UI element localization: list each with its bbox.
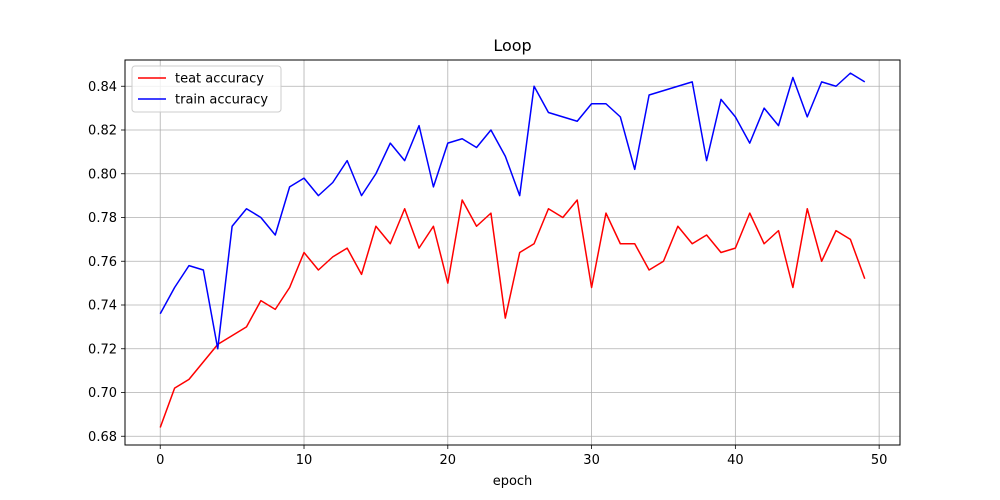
x-tick-label: 20 <box>440 453 457 468</box>
x-tick-label: 0 <box>156 453 164 468</box>
x-tick-label: 50 <box>871 453 888 468</box>
chart-title: Loop <box>493 36 531 55</box>
legend-label: teat accuracy <box>175 72 264 87</box>
y-tick-label: 0.78 <box>88 211 117 226</box>
x-tick-label: 30 <box>583 453 600 468</box>
x-tick-label: 40 <box>727 453 744 468</box>
series-layer <box>159 72 866 428</box>
legend-label: train accuracy <box>175 93 268 108</box>
grid <box>125 60 900 445</box>
y-tick-label: 0.80 <box>88 167 117 182</box>
y-tick-label: 0.84 <box>88 80 117 95</box>
y-tick-label: 0.70 <box>88 386 117 401</box>
y-tick-label: 0.68 <box>88 430 117 445</box>
y-tick-label: 0.72 <box>88 342 117 357</box>
legend-box <box>131 65 282 113</box>
series-line-teat-accuracy <box>159 199 866 428</box>
x-axis-label: epoch <box>493 474 533 489</box>
plot-frame <box>124 59 901 446</box>
y-tick-label: 0.76 <box>88 255 117 270</box>
series-line-train-accuracy <box>159 72 866 350</box>
axis-ticks: 0 10 20 30 40 50 0.68 0.70 0.72 0.74 0.76 0.78 0.80 0… <box>88 80 887 468</box>
y-tick-label: 0.82 <box>88 124 117 139</box>
legend: teat accuracy train accuracy <box>131 65 282 113</box>
x-tick-label: 10 <box>296 453 313 468</box>
y-tick-label: 0.74 <box>88 299 117 314</box>
